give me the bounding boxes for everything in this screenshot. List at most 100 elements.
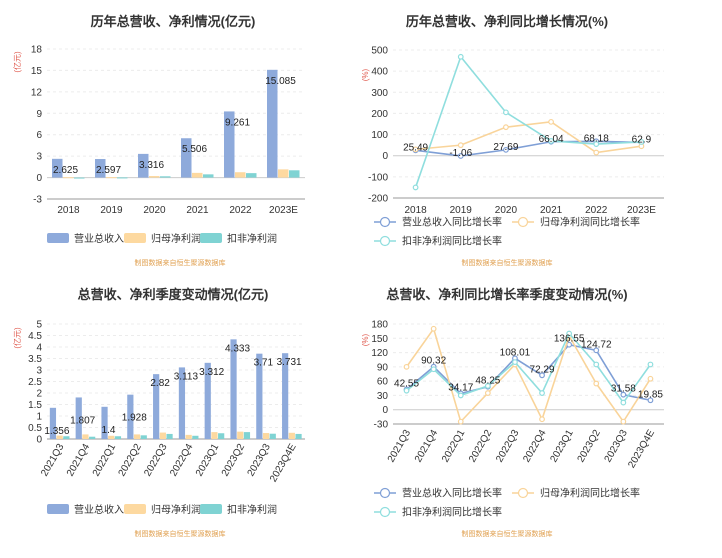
data-label: 90.32 bbox=[421, 356, 446, 367]
legend-label: 营业总收入 bbox=[74, 232, 124, 245]
bar-1 bbox=[256, 353, 263, 439]
bar-2 bbox=[56, 435, 63, 439]
bar-1 bbox=[153, 374, 160, 439]
bar-1 bbox=[127, 394, 134, 439]
bar-2 bbox=[211, 432, 218, 439]
data-label: 25.49 bbox=[403, 142, 428, 153]
series-point-2 bbox=[412, 146, 419, 153]
y-unit-label: (亿元) bbox=[12, 327, 22, 349]
series-point-2 bbox=[593, 149, 600, 156]
bar-1 bbox=[75, 397, 82, 439]
chart-panel-3: 总营收、净利季度变动情况(亿元) (亿元) 00.511.522.533.544.5… bbox=[12, 287, 305, 538]
data-label: 9.261 bbox=[225, 117, 250, 128]
bar-2 bbox=[149, 176, 160, 178]
x-tick-label: 2020 bbox=[495, 205, 518, 216]
legend-swatch bbox=[200, 233, 222, 243]
x-tick-label: 2023Q1 bbox=[548, 428, 576, 465]
bar-3 bbox=[203, 174, 214, 178]
series-point-3 bbox=[457, 53, 464, 60]
legend-marker bbox=[379, 235, 391, 247]
bar-3 bbox=[166, 433, 173, 439]
y-tick-label: 100 bbox=[371, 130, 388, 141]
series-point-2 bbox=[647, 375, 654, 382]
bar-3 bbox=[89, 436, 96, 439]
y-tick-label: 500 bbox=[371, 46, 388, 57]
y-tick-label: 5 bbox=[36, 320, 42, 331]
x-tick-label: 2023Q4E bbox=[268, 442, 299, 484]
data-label: 4.333 bbox=[225, 343, 250, 354]
bar-3 bbox=[117, 177, 128, 179]
x-tick-label: 2018 bbox=[57, 205, 80, 216]
data-label: 66.04 bbox=[539, 134, 564, 145]
x-tick-label: 2021Q4 bbox=[413, 428, 441, 465]
x-tick-label: 2022Q4 bbox=[168, 442, 196, 479]
x-tick-label: 2023Q4E bbox=[626, 428, 657, 470]
y-tick-label: 90 bbox=[377, 362, 389, 373]
data-label: 27.69 bbox=[493, 142, 518, 153]
bar-2 bbox=[288, 432, 295, 439]
legend-label: 归母净利润 bbox=[151, 232, 201, 245]
bar-3 bbox=[246, 173, 257, 178]
bar-2 bbox=[108, 435, 115, 439]
data-label: 19.85 bbox=[638, 389, 663, 400]
data-label: 72.29 bbox=[530, 364, 555, 375]
series-point-3 bbox=[593, 141, 600, 147]
data-label: 108.01 bbox=[500, 347, 531, 358]
bar-3 bbox=[160, 176, 171, 178]
y-tick-label: 400 bbox=[371, 67, 388, 78]
series-point-3 bbox=[647, 361, 654, 368]
source-note: 制图数据来自恒生聚源数据库 bbox=[462, 258, 553, 267]
series-line-2 bbox=[405, 326, 652, 424]
series-point-3 bbox=[412, 184, 419, 191]
legend-swatch bbox=[124, 233, 146, 243]
y-tick-label: 0 bbox=[382, 405, 388, 416]
legend-marker bbox=[379, 506, 391, 518]
bar-3 bbox=[63, 436, 70, 439]
legend-label: 扣非净利润同比增长率 bbox=[402, 506, 502, 519]
legend-label: 归母净利润同比增长率 bbox=[540, 487, 640, 500]
series-point-2 bbox=[503, 124, 509, 131]
data-label: 3.71 bbox=[254, 358, 274, 369]
bar-3 bbox=[218, 433, 225, 439]
bar-3 bbox=[295, 433, 302, 439]
x-tick-label: 2023Q2 bbox=[220, 442, 248, 479]
series-point-3 bbox=[430, 366, 437, 373]
x-tick-label: 2022 bbox=[585, 205, 608, 216]
data-label: 1.928 bbox=[122, 413, 147, 424]
data-label: 1.807 bbox=[70, 415, 95, 426]
y-tick-label: 1 bbox=[36, 412, 42, 423]
series-point-1 bbox=[647, 397, 654, 404]
series-point-1 bbox=[620, 391, 627, 398]
bar-2 bbox=[106, 177, 117, 179]
y-tick-label: -30 bbox=[374, 420, 389, 431]
bar-1 bbox=[230, 339, 237, 439]
chart-panel-2: 历年总营收、净利同比增长情况(%) (%) -200 -100 0 100 200 300 40… bbox=[361, 14, 664, 267]
legend-label: 扣非净利润 bbox=[227, 232, 277, 245]
y-unit-label: (%) bbox=[361, 333, 370, 346]
data-label: 3.312 bbox=[199, 367, 224, 378]
legend-marker bbox=[517, 216, 529, 228]
bar-1 bbox=[178, 367, 186, 439]
series-line-1 bbox=[415, 140, 642, 157]
series-point-3 bbox=[512, 359, 518, 365]
bar-1 bbox=[52, 158, 63, 178]
x-tick-label: 2022Q3 bbox=[142, 442, 170, 479]
series-point-3 bbox=[403, 387, 410, 394]
bar-1 bbox=[204, 362, 211, 439]
bar-3 bbox=[289, 170, 300, 178]
bar-3 bbox=[140, 435, 147, 439]
data-label: 31.58 bbox=[611, 384, 636, 395]
x-tick-label: 2018 bbox=[404, 205, 427, 216]
data-label: -1.06 bbox=[449, 148, 472, 159]
chart-title: 总营收、净利季度变动情况(亿元) bbox=[78, 287, 269, 302]
bar-1 bbox=[95, 159, 106, 178]
source-note: 制图数据来自恒生聚源数据库 bbox=[135, 258, 226, 267]
data-label: 42.55 bbox=[394, 378, 419, 389]
y-tick-label: 3 bbox=[36, 366, 42, 377]
y-tick-label: 0 bbox=[382, 151, 388, 162]
series-line-3 bbox=[414, 55, 642, 188]
x-tick-label: 2021 bbox=[186, 205, 209, 216]
bar-2 bbox=[159, 432, 166, 439]
